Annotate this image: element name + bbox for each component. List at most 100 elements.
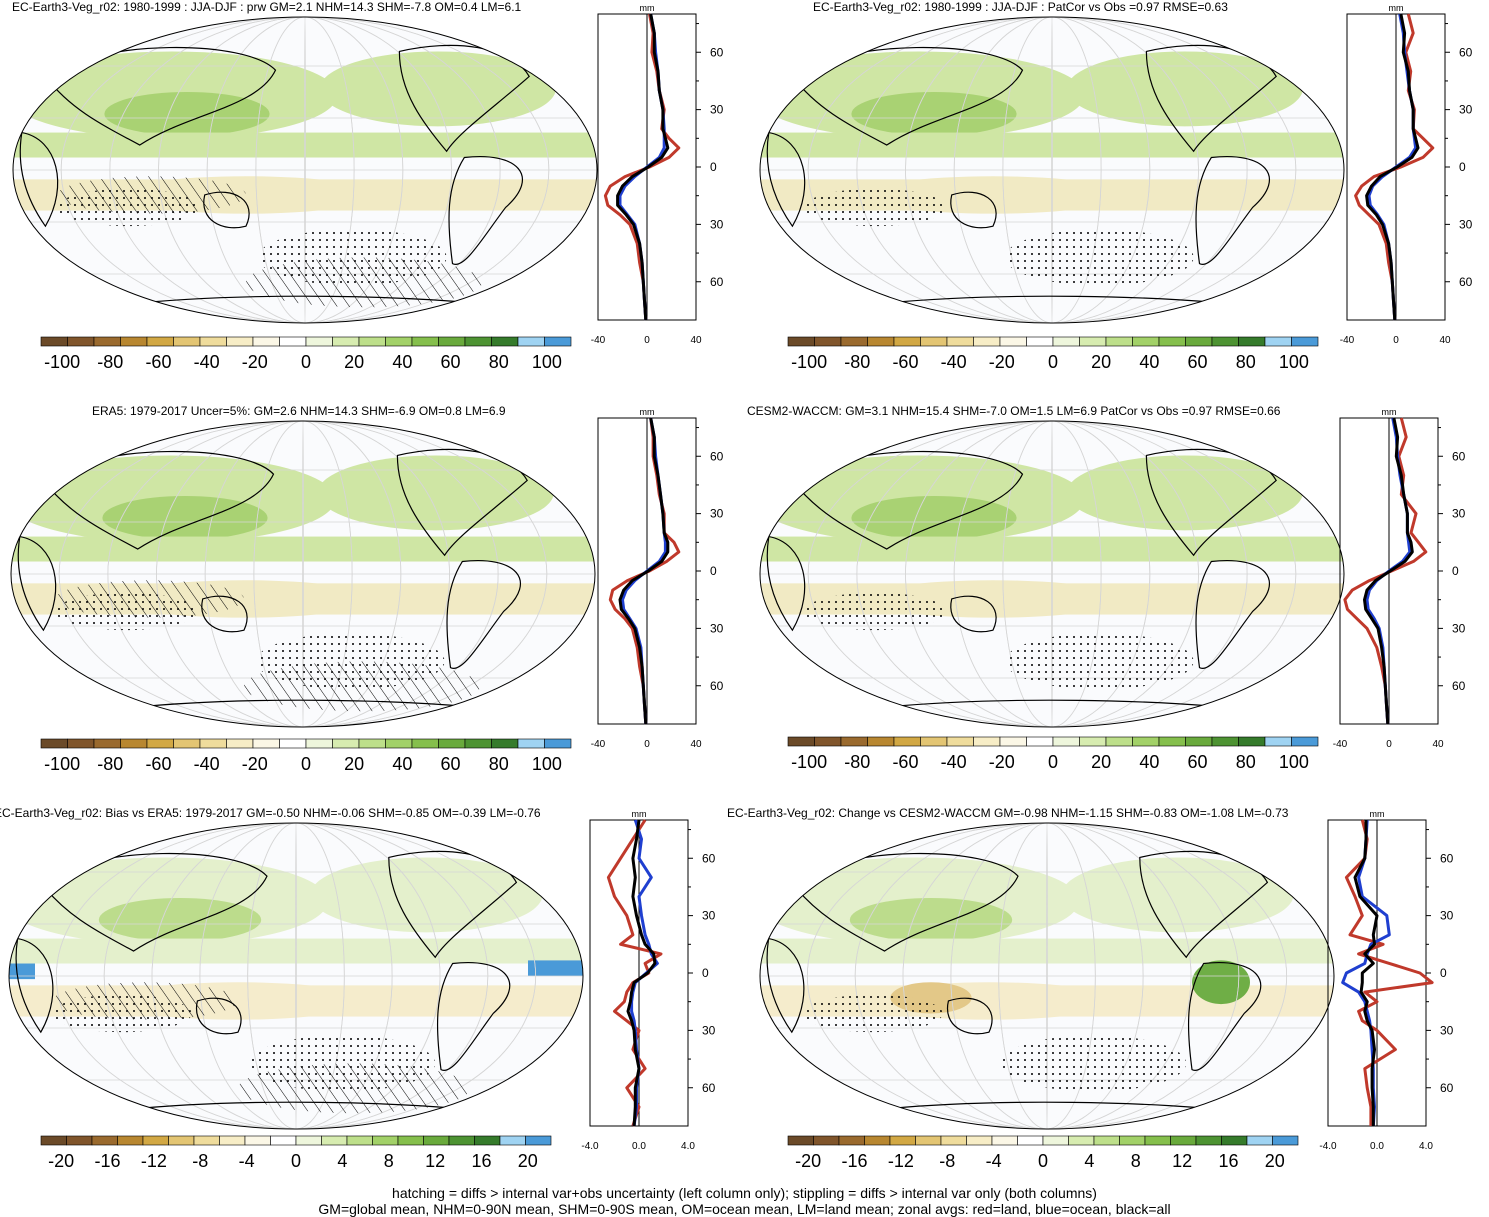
colorbar-tick-label: 20: [1091, 352, 1111, 372]
colorbar-tick-label: 0: [1048, 752, 1058, 772]
colorbar-swatch: [279, 336, 307, 347]
lat-tick-label: 30N: [710, 103, 723, 117]
zonal-units-label: mm: [1382, 407, 1397, 417]
colorbar-tick-label: 40: [1139, 752, 1159, 772]
colorbar-swatch: [1105, 336, 1133, 347]
zonal-plot-1: mm 60N 30N 0 30S 60S -40 0 40: [1340, 3, 1472, 346]
colorbar-swatch: [120, 738, 148, 749]
colorbar-swatch: [93, 738, 121, 749]
zonal-series-all: [626, 819, 657, 1127]
colorbar-swatch: [1079, 736, 1107, 747]
zonal-x-tick-label: 4.0: [681, 1141, 695, 1152]
colorbar-swatch: [464, 738, 492, 749]
lat-tick-label: 60S: [1452, 679, 1465, 693]
colorbar-swatch: [1272, 1135, 1299, 1146]
colorbar-swatch: [226, 336, 254, 347]
zonal-x-tick-label: 0: [1386, 739, 1392, 750]
colorbar-swatch: [66, 1135, 93, 1146]
colorbar-tick-label: 80: [489, 754, 509, 774]
colorbar-swatch: [999, 336, 1027, 347]
colorbar-swatch: [940, 1135, 967, 1146]
zonal-units-label: mm: [632, 809, 647, 819]
colorbar-tick-label: -20: [989, 352, 1015, 372]
colorbar-swatch: [332, 336, 360, 347]
colorbar-tick-label: -20: [48, 1151, 74, 1171]
zonal-units-label: mm: [640, 407, 655, 417]
panel-2: ERA5: 1979-2017 Uncer=5%: GM=2.6 NHM=14.…: [0, 404, 745, 804]
zonal-x-tick-label: 0.0: [632, 1141, 646, 1152]
colorbar-swatch: [423, 1135, 450, 1146]
colorbar-5: -20 -16 -12 -8 -4 0 4 8 12 16 20: [787, 1135, 1299, 1171]
colorbar-tick-label: 100: [1279, 752, 1309, 772]
colorbar-tick-label: 20: [1265, 1151, 1285, 1171]
colorbar-4: -20 -16 -12 -8 -4 0 4 8 12 16 20: [40, 1135, 552, 1171]
colorbar-tick-label: -40: [941, 752, 967, 772]
colorbar-swatch: [146, 336, 174, 347]
zonal-x-tick-label: 0: [644, 335, 650, 346]
colorbar-tick-label: 100: [532, 352, 562, 372]
map-field: [11, 421, 595, 727]
colorbar-swatch: [946, 736, 974, 747]
colorbar-tick-label: 16: [471, 1151, 491, 1171]
zonal-plot-5: mm 60N 30N 0 30S 60S -4.0 0.0 4.0: [1319, 809, 1453, 1152]
zonal-plot-2: mm 60N 30N 0 30S 60S -40 0 40: [591, 407, 723, 750]
colorbar-tick-label: 8: [384, 1151, 394, 1171]
panel-title: EC-Earth3-Veg_r02: 1980-1999 : JJA-DJF :…: [12, 0, 522, 14]
colorbar-tick-label: 60: [1188, 352, 1208, 372]
colorbar-tick-label: -4: [986, 1151, 1002, 1171]
colorbar-tick-label: -80: [97, 352, 123, 372]
lat-tick-label: 0: [1440, 966, 1447, 980]
zonal-x-tick-label: 0: [1393, 335, 1399, 346]
colorbar-swatch: [67, 336, 95, 347]
panel-5: EC-Earth3-Veg_r02: Change vs CESM2-WACCM…: [727, 806, 1489, 1186]
zonal-x-tick-label: -4.0: [1319, 1141, 1337, 1152]
colorbar-swatch: [146, 738, 174, 749]
colorbar-tick-label: -16: [95, 1151, 121, 1171]
zonal-series-all: [616, 13, 670, 321]
colorbar-tick-label: 8: [1131, 1151, 1141, 1171]
colorbar-swatch: [544, 738, 572, 749]
colorbar-swatch: [814, 336, 842, 347]
lat-tick-label: 0: [702, 966, 709, 980]
colorbar-swatch: [168, 1135, 195, 1146]
colorbar-swatch: [1211, 736, 1239, 747]
colorbar-tick-label: 12: [1172, 1151, 1192, 1171]
colorbar-swatch: [321, 1135, 348, 1146]
colorbar-tick-label: -40: [194, 754, 220, 774]
map-field: [760, 421, 1344, 727]
colorbar-swatch: [40, 336, 68, 347]
colorbar-tick-label: 20: [1091, 752, 1111, 772]
panel-title: EC-Earth3-Veg_r02: Change vs CESM2-WACCM…: [727, 806, 1289, 820]
colorbar-tick-label: -40: [194, 352, 220, 372]
colorbar-swatch: [787, 336, 815, 347]
panel-1: EC-Earth3-Veg_r02: 1980-1999 : JJA-DJF :…: [745, 0, 1489, 400]
colorbar-swatch: [199, 738, 227, 749]
colorbar-swatch: [279, 738, 307, 749]
map-0: [12, 16, 598, 324]
zonal-units-label: mm: [1389, 3, 1404, 13]
colorbar-swatch: [999, 736, 1027, 747]
colorbar-swatch: [838, 1135, 865, 1146]
colorbar-swatch: [358, 738, 386, 749]
colorbar-swatch: [1264, 336, 1292, 347]
colorbar-swatch: [1170, 1135, 1197, 1146]
colorbar-tick-label: 0: [301, 754, 311, 774]
colorbar-swatch: [305, 738, 333, 749]
colorbar-tick-label: 16: [1218, 1151, 1238, 1171]
colorbar-swatch: [385, 336, 413, 347]
colorbar-tick-label: -4: [239, 1151, 255, 1171]
colorbar-swatch: [193, 1135, 220, 1146]
colorbar-swatch: [270, 1135, 297, 1146]
colorbar-tick-label: -80: [844, 352, 870, 372]
zonal-x-tick-label: -4.0: [581, 1141, 599, 1152]
zonal-x-tick-label: 40: [1439, 335, 1451, 346]
lat-tick-label: 30N: [1452, 507, 1465, 521]
colorbar-tick-label: 4: [1084, 1151, 1094, 1171]
colorbar-tick-label: 60: [441, 754, 461, 774]
colorbar-swatch: [840, 336, 868, 347]
zonal-series-land: [608, 417, 681, 725]
colorbar-swatch: [991, 1135, 1018, 1146]
colorbar-0: -100 -80 -60 -40 -20 0 20 40 60 80 100: [40, 336, 572, 372]
colorbar-swatch: [915, 1135, 942, 1146]
colorbar-swatch: [787, 736, 815, 747]
